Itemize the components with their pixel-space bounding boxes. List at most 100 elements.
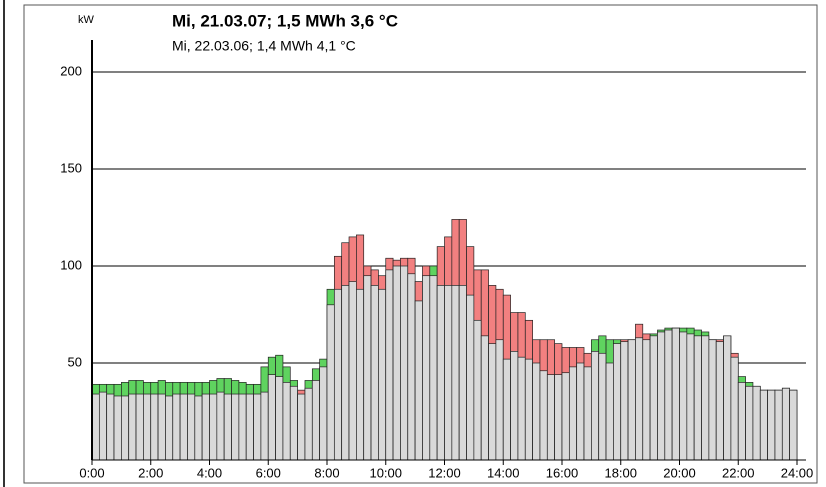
y-axis-label: kW — [78, 14, 95, 26]
x-tick-label: 12:00 — [428, 465, 461, 480]
bar — [466, 294, 475, 461]
bar — [422, 275, 431, 461]
bar — [348, 281, 357, 461]
bar — [172, 393, 181, 461]
bar — [635, 337, 644, 461]
bar — [297, 393, 306, 461]
bar — [730, 356, 739, 461]
bar — [679, 331, 688, 461]
bar — [311, 380, 321, 461]
bar — [781, 387, 791, 461]
bar — [260, 391, 269, 461]
bar — [620, 341, 629, 461]
bar — [642, 339, 651, 461]
bar — [98, 391, 108, 461]
bar — [789, 389, 798, 461]
chart-subtitle: Mi, 22.03.06; 1,4 MWh 4,1 °C — [172, 38, 356, 54]
bar — [715, 341, 724, 461]
bar — [106, 393, 115, 461]
bar — [363, 275, 372, 461]
bar — [121, 395, 130, 461]
bar — [539, 370, 548, 461]
bar — [686, 333, 695, 461]
bar — [737, 382, 746, 461]
bar — [759, 389, 768, 461]
bar — [546, 374, 556, 461]
bar — [745, 385, 754, 461]
bar — [510, 351, 519, 461]
x-tick-label: 2:00 — [138, 465, 163, 480]
bar — [598, 352, 607, 461]
x-tick-label: 8:00 — [314, 465, 339, 480]
bar — [135, 393, 144, 461]
bar — [238, 393, 247, 461]
bar — [201, 393, 210, 461]
bar — [524, 358, 533, 461]
bar — [627, 339, 636, 461]
x-tick-label: 14:00 — [487, 465, 520, 480]
bar — [723, 335, 732, 461]
bar — [480, 335, 489, 461]
bar — [245, 393, 254, 461]
bar — [128, 393, 137, 461]
bar — [517, 356, 526, 461]
frame — [23, 4, 818, 484]
y-tick-label: 200 — [60, 63, 82, 78]
bar — [304, 387, 313, 461]
bar — [576, 362, 585, 461]
bar — [216, 391, 225, 461]
x-tick-label: 18:00 — [604, 465, 637, 480]
bar — [649, 335, 658, 461]
bar — [444, 285, 453, 461]
x-tick-label: 24:00 — [781, 465, 814, 480]
bar — [605, 362, 614, 461]
bar — [774, 389, 783, 461]
bar — [113, 395, 122, 461]
y-tick-label: 150 — [60, 160, 82, 175]
bar — [165, 395, 174, 461]
bar — [356, 288, 365, 461]
bar — [693, 335, 702, 461]
bar — [502, 358, 511, 461]
bar — [657, 331, 666, 461]
bar — [392, 265, 401, 461]
bar — [179, 393, 188, 461]
x-tick-label: 4:00 — [197, 465, 222, 480]
bar — [451, 285, 460, 461]
bar — [143, 393, 152, 461]
x-tick-label: 16:00 — [546, 465, 579, 480]
bar — [209, 393, 218, 461]
bar — [370, 285, 379, 461]
bar — [385, 269, 394, 461]
bar — [568, 366, 578, 461]
bar — [231, 393, 240, 461]
x-tick-label: 10:00 — [369, 465, 402, 480]
bar — [282, 382, 291, 461]
y-tick-label: 100 — [60, 257, 82, 272]
bar — [253, 393, 262, 461]
bar — [436, 285, 445, 461]
bar — [708, 339, 717, 461]
bar — [613, 343, 622, 461]
bar — [488, 343, 497, 461]
bar — [671, 327, 680, 461]
bar — [752, 385, 761, 461]
y-tick-label: 50 — [68, 354, 82, 369]
bar — [223, 393, 232, 461]
bar — [458, 285, 467, 461]
x-tick-label: 22:00 — [722, 465, 755, 480]
bar — [495, 339, 504, 461]
bar — [591, 351, 600, 461]
bar — [378, 288, 387, 461]
bar — [275, 376, 284, 461]
x-tick-label: 6:00 — [256, 465, 281, 480]
bar — [157, 393, 166, 461]
x-tick-label: 0:00 — [79, 465, 104, 480]
bar — [194, 395, 203, 461]
chart-title: Mi, 21.03.07; 1,5 MWh 3,6 °C — [172, 11, 398, 30]
bar — [583, 366, 592, 461]
bar — [664, 329, 673, 461]
bar — [414, 300, 423, 461]
bar — [554, 374, 563, 461]
